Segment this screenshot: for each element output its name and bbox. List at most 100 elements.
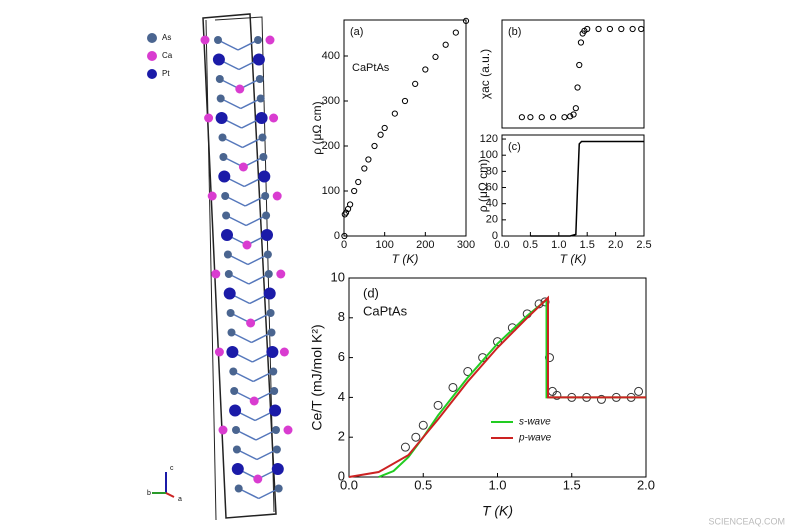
pt-atom — [221, 229, 233, 241]
pt-atom — [255, 112, 268, 124]
x-tick-label: 2.0 — [608, 239, 623, 251]
axis-arrow — [165, 492, 175, 498]
y-tick-label: 60 — [486, 181, 498, 193]
y-axis-label: Ce/T (mJ/mol K²) — [309, 324, 325, 430]
x-tick-label: 1.5 — [580, 239, 595, 251]
y-tick-label: 400 — [322, 50, 340, 62]
data-point — [418, 420, 428, 430]
plot-frame — [501, 19, 645, 129]
as-atom — [269, 367, 278, 376]
ca-atom — [265, 35, 275, 45]
x-tick-label: 0.5 — [523, 239, 538, 251]
as-atom — [219, 153, 228, 161]
watermark: SCIENCEAQ.COM — [708, 516, 785, 526]
x-tick-label: 1.5 — [563, 477, 581, 492]
data-point — [347, 201, 354, 208]
data-point — [544, 353, 554, 363]
ca-atom — [235, 84, 245, 94]
x-axis-label: T (K) — [392, 252, 419, 266]
as-atom — [255, 75, 264, 83]
legend-label: As — [162, 33, 171, 42]
as-atom — [221, 192, 230, 200]
pt-atom — [258, 170, 271, 183]
ca-atom — [253, 474, 263, 484]
ca-atom — [207, 191, 217, 201]
crystal-structure — [200, 13, 293, 521]
data-point — [606, 25, 614, 33]
as-atom — [262, 211, 271, 220]
data-point — [462, 17, 470, 24]
data-point — [442, 41, 449, 48]
data-point — [433, 400, 443, 410]
x-tick-label: 2.5 — [636, 239, 651, 251]
data-point — [595, 25, 602, 33]
data-point — [518, 114, 525, 121]
as-atom — [234, 484, 243, 493]
data-point — [412, 80, 419, 88]
y-tick-label: 10 — [331, 269, 345, 284]
pt-atom — [223, 287, 236, 300]
data-point — [351, 187, 358, 195]
as-atom — [270, 387, 279, 395]
plot-frame — [501, 134, 645, 237]
data-point — [567, 113, 574, 120]
ca-atom — [283, 425, 293, 435]
pt-atom — [263, 287, 276, 300]
data-point — [400, 442, 410, 452]
legend-swatch — [147, 33, 157, 43]
y-tick-label: 8 — [338, 309, 345, 324]
y-axis-label: ρ (μΩ cm) — [476, 159, 490, 212]
y-axis-label: ρ (μΩ cm) — [310, 101, 324, 154]
data-point — [527, 114, 534, 121]
panel-label: (c) — [508, 141, 521, 153]
data-point — [355, 178, 362, 186]
ca-atom — [211, 269, 221, 279]
axis-letter: a — [178, 496, 182, 503]
data-point — [401, 97, 409, 105]
data-line — [530, 140, 644, 237]
as-atom — [264, 270, 273, 278]
y-tick-label: 0 — [492, 230, 498, 242]
data-point — [381, 124, 388, 132]
pt-atom — [269, 404, 282, 417]
pt-atom — [215, 112, 228, 124]
y-tick-label: 0 — [334, 230, 340, 242]
y-tick-label: 100 — [480, 149, 498, 161]
y-tick-label: 300 — [322, 95, 340, 107]
x-tick-label: 0.0 — [494, 239, 509, 251]
data-point — [432, 53, 439, 61]
pt-atom — [218, 170, 231, 183]
ca-atom — [242, 240, 252, 250]
data-point — [448, 382, 458, 392]
ca-atom — [276, 269, 286, 279]
as-atom — [272, 445, 281, 454]
annotation: CaPtAs — [363, 303, 408, 318]
data-line — [348, 295, 646, 478]
data-point — [341, 232, 348, 240]
as-atom — [267, 328, 276, 337]
plot-frame — [343, 19, 467, 237]
data-point — [577, 39, 585, 46]
axis-letter: c — [170, 465, 174, 472]
as-atom — [224, 270, 233, 278]
ca-atom — [279, 347, 289, 357]
data-point — [570, 111, 577, 118]
x-tick-label: 0.5 — [414, 477, 432, 492]
panel-label: (a) — [350, 26, 363, 38]
data-point — [584, 25, 591, 33]
ca-atom — [214, 347, 224, 357]
as-atom — [230, 387, 239, 395]
y-tick-label: 0 — [338, 468, 345, 483]
y-tick-label: 120 — [480, 133, 498, 145]
y-tick-label: 2 — [338, 429, 345, 444]
data-point — [391, 110, 398, 117]
y-axis-label: χac (a.u.) — [478, 49, 492, 99]
axis-letter: b — [147, 490, 151, 497]
as-atom — [254, 36, 262, 44]
data-point — [629, 25, 636, 33]
ca-atom — [200, 35, 210, 45]
y-tick-label: 4 — [338, 389, 345, 404]
legend-label: p-wave — [518, 433, 552, 444]
data-point — [572, 105, 579, 112]
ca-atom — [218, 425, 228, 435]
